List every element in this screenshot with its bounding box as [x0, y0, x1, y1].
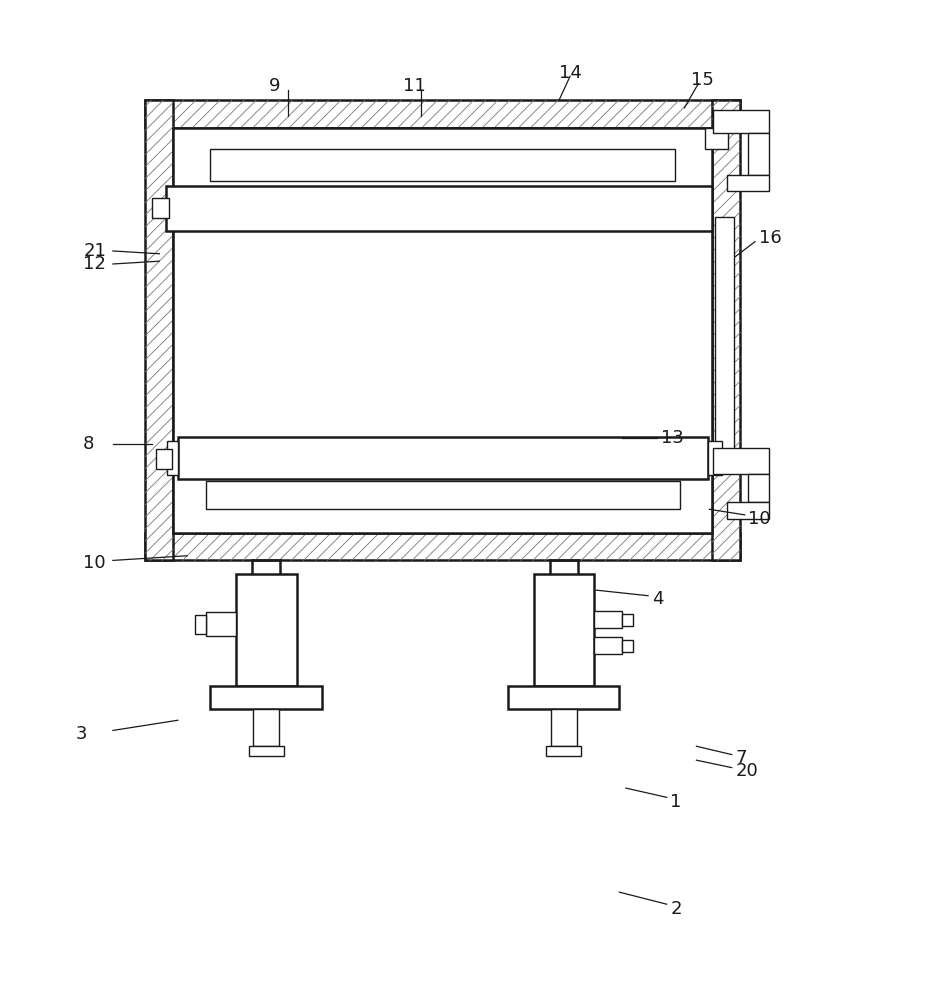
Bar — [712, 100, 740, 560]
Text: 14: 14 — [559, 64, 582, 82]
Bar — [705, 128, 728, 149]
Bar — [622, 640, 633, 652]
Bar — [594, 637, 622, 654]
Bar — [173, 128, 712, 533]
Bar — [166, 186, 712, 231]
Text: 21: 21 — [83, 242, 106, 260]
Bar — [707, 441, 721, 475]
Bar — [156, 449, 172, 469]
Bar — [748, 474, 769, 502]
Bar — [508, 686, 619, 709]
Bar — [594, 611, 622, 628]
Bar — [748, 133, 769, 175]
Text: 1: 1 — [670, 793, 682, 811]
Bar — [211, 686, 322, 709]
Text: 16: 16 — [759, 229, 781, 247]
Text: 4: 4 — [651, 590, 664, 608]
Text: 8: 8 — [83, 435, 94, 453]
Bar — [713, 110, 769, 133]
Text: 10: 10 — [747, 510, 770, 528]
Bar — [152, 198, 169, 218]
Bar — [178, 437, 707, 479]
Text: 2: 2 — [670, 900, 682, 918]
Bar — [145, 100, 740, 128]
Text: 13: 13 — [661, 429, 684, 447]
Text: 3: 3 — [75, 725, 88, 743]
Bar — [713, 448, 769, 474]
Text: 10: 10 — [83, 554, 106, 572]
Bar — [211, 149, 675, 181]
Bar — [249, 746, 284, 756]
Bar — [196, 615, 207, 634]
Bar — [211, 509, 675, 533]
Bar — [167, 441, 178, 475]
Bar — [715, 217, 733, 449]
Bar — [145, 100, 173, 560]
Bar — [533, 574, 594, 686]
Bar — [551, 709, 577, 746]
Bar — [727, 175, 769, 191]
Text: 7: 7 — [735, 749, 747, 767]
Bar — [727, 502, 769, 519]
Text: 15: 15 — [691, 71, 714, 89]
Bar — [254, 709, 280, 746]
Bar — [236, 574, 296, 686]
Bar — [207, 612, 236, 636]
Bar — [622, 614, 633, 626]
Bar — [206, 481, 679, 509]
Text: 20: 20 — [735, 762, 759, 780]
Text: 11: 11 — [403, 77, 426, 95]
Text: 12: 12 — [83, 255, 106, 273]
Bar — [145, 533, 740, 560]
Bar — [546, 746, 582, 756]
Text: 9: 9 — [269, 77, 281, 95]
Bar — [215, 128, 670, 149]
